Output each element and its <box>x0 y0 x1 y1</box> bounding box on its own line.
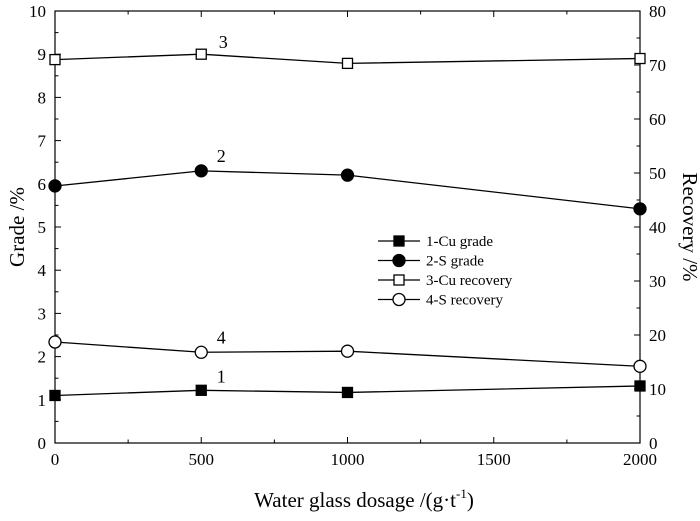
y-right-tick-label: 30 <box>649 272 666 291</box>
y-left-tick-label: 4 <box>38 261 47 280</box>
legend-item-s-grade: 2-S grade <box>378 254 484 270</box>
axes <box>54 10 641 444</box>
legend: 1-Cu grade 2-S grade 3-Cu recovery 4-S reco… <box>378 234 513 309</box>
legend-marker <box>393 274 405 286</box>
legend-marker <box>392 292 406 307</box>
x-tick-label: 0 <box>51 450 60 469</box>
y-left-tick-label: 1 <box>38 391 47 410</box>
ticks: 0 500 1000 1500 2000012345678910010203040506… <box>29 2 666 469</box>
point-cu-grade <box>195 384 207 396</box>
legend-label: 4-S recovery <box>426 293 504 309</box>
point-cu-grade <box>341 386 354 399</box>
legend-item-s-recovery: 4-S recovery <box>378 293 504 309</box>
curve-label-s-grade: 2 <box>217 146 226 166</box>
legend-item-cu-grade: 1-Cu grade <box>378 234 493 250</box>
y-left-tick-label: 3 <box>38 304 47 323</box>
point-cu-recovery <box>49 53 61 66</box>
x-tick-label: 2000 <box>623 450 657 469</box>
y-left-tick-label: 8 <box>38 88 47 107</box>
line-cu-grade <box>54 385 641 397</box>
y-right-tick-label: 70 <box>649 56 666 75</box>
point-s-grade <box>340 168 355 182</box>
y-left-tick-label: 10 <box>29 2 46 21</box>
y-right-tick-label: 20 <box>649 326 666 345</box>
series-s-recovery <box>48 335 647 373</box>
line-cu-recovery <box>54 53 641 65</box>
legend-marker <box>393 235 405 247</box>
point-s-grade <box>48 179 62 193</box>
y-right-tick-label: 50 <box>649 164 666 183</box>
series-cu-grade <box>49 380 646 402</box>
point-cu-recovery <box>195 48 207 60</box>
y-right-tick-label: 80 <box>649 2 666 21</box>
legend-marker <box>392 253 406 268</box>
line-s-recovery <box>54 341 641 367</box>
legend-label: 3-Cu recovery <box>426 273 513 289</box>
y-left-tick-label: 0 <box>38 434 47 453</box>
legend-label: 2-S grade <box>426 254 484 270</box>
legend-label: 1-Cu grade <box>426 234 493 250</box>
curve-label-s-recovery: 4 <box>217 327 226 347</box>
y-left-tick-label: 6 <box>38 175 47 194</box>
y-left-tick-label: 2 <box>38 348 47 367</box>
point-s-recovery <box>48 335 62 349</box>
point-s-grade <box>633 202 647 216</box>
plot-frame <box>54 10 641 444</box>
y-axis-right-title: Recovery /% <box>678 172 700 281</box>
y-left-tick-label: 7 <box>38 132 47 151</box>
point-cu-recovery <box>341 57 354 70</box>
curve-label-cu-recovery: 3 <box>219 32 228 52</box>
point-s-recovery <box>194 345 208 359</box>
point-cu-grade <box>634 380 646 392</box>
curve-labels: 1 2 3 4 <box>217 32 228 386</box>
y-left-tick-label: 9 <box>38 45 47 64</box>
x-tick-label: 500 <box>189 450 215 469</box>
y-right-tick-label: 60 <box>649 110 666 129</box>
y-right-tick-label: 40 <box>649 218 666 237</box>
point-s-grade <box>194 164 208 178</box>
point-s-recovery <box>633 359 647 373</box>
y-right-tick-label: 0 <box>649 434 658 453</box>
line-s-grade <box>54 170 641 210</box>
series <box>48 48 647 402</box>
y-right-tick-label: 10 <box>649 380 666 399</box>
legend-item-cu-recovery: 3-Cu recovery <box>378 273 513 289</box>
series-cu-recovery <box>49 48 646 70</box>
y-left-tick-label: 5 <box>38 218 47 237</box>
point-cu-grade <box>49 389 61 402</box>
point-s-recovery <box>340 344 355 358</box>
x-tick-label: 1500 <box>477 450 511 469</box>
y-axis-left-title: Grade /% <box>5 187 29 267</box>
x-tick-label: 1000 <box>331 450 365 469</box>
point-cu-recovery <box>634 52 646 65</box>
x-axis-title: Water glass dosage /(g·t-1) <box>254 486 474 512</box>
series-s-grade <box>48 164 647 216</box>
curve-label-cu-grade: 1 <box>217 366 226 386</box>
